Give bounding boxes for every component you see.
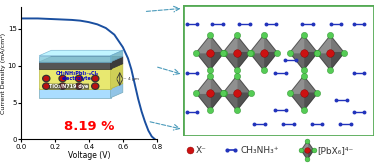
Circle shape [75,75,82,82]
Y-axis label: Current Density (mA/cm²): Current Density (mA/cm²) [0,33,6,114]
Text: [PbX₆]⁴⁻: [PbX₆]⁴⁻ [317,146,353,155]
Polygon shape [39,57,123,62]
Polygon shape [110,64,123,89]
Polygon shape [223,53,237,70]
Circle shape [44,84,48,88]
Text: 8.19 %: 8.19 % [64,120,114,133]
Polygon shape [110,50,123,62]
Polygon shape [307,150,313,159]
Polygon shape [196,76,210,93]
Polygon shape [39,89,110,98]
Polygon shape [330,53,344,70]
Polygon shape [290,53,304,70]
Text: X⁻: X⁻ [196,146,207,155]
Polygon shape [290,93,304,110]
Polygon shape [250,36,263,53]
Polygon shape [39,56,110,62]
Polygon shape [39,69,110,89]
Polygon shape [250,53,263,70]
Circle shape [44,77,48,81]
Polygon shape [304,36,318,53]
Polygon shape [263,53,277,70]
Polygon shape [196,36,210,53]
Text: CH₃NH₃PbI₃₋ₓClₓ: CH₃NH₃PbI₃₋ₓClₓ [55,71,98,76]
Polygon shape [290,76,304,93]
Polygon shape [316,53,330,70]
Circle shape [43,75,50,82]
Circle shape [92,75,99,82]
Circle shape [60,84,65,88]
X-axis label: Voltage (V): Voltage (V) [68,151,110,160]
Circle shape [75,83,82,89]
Circle shape [60,77,65,81]
Polygon shape [196,53,210,70]
Polygon shape [39,50,123,56]
Circle shape [77,84,81,88]
Polygon shape [110,83,123,98]
Polygon shape [304,93,318,110]
Polygon shape [39,64,123,69]
Polygon shape [304,76,318,93]
Polygon shape [237,53,251,70]
Polygon shape [110,57,123,69]
Polygon shape [237,36,251,53]
Circle shape [59,83,66,89]
Circle shape [93,84,98,88]
Polygon shape [223,36,237,53]
Polygon shape [210,93,224,110]
Polygon shape [237,93,251,110]
Text: TiO₂/N719 dye: TiO₂/N719 dye [49,84,88,89]
Polygon shape [330,36,344,53]
Polygon shape [210,36,224,53]
Polygon shape [223,76,237,93]
Polygon shape [290,36,304,53]
Circle shape [43,83,50,89]
Polygon shape [301,150,307,159]
Polygon shape [196,93,210,110]
Text: ~ 4 μm: ~ 4 μm [123,77,139,81]
Polygon shape [39,62,110,69]
Circle shape [77,77,81,81]
Polygon shape [237,76,251,93]
Polygon shape [316,36,330,53]
Polygon shape [263,36,277,53]
Polygon shape [39,83,123,89]
Circle shape [59,75,66,82]
Polygon shape [210,53,224,70]
Polygon shape [223,93,237,110]
Circle shape [92,83,99,89]
Text: electrolyte: electrolyte [62,76,92,81]
Circle shape [93,77,98,81]
Text: CH₃NH₃⁺: CH₃NH₃⁺ [240,146,279,155]
Polygon shape [304,53,318,70]
Polygon shape [210,76,224,93]
Bar [183,5,374,136]
Polygon shape [301,141,307,150]
Polygon shape [307,141,313,150]
